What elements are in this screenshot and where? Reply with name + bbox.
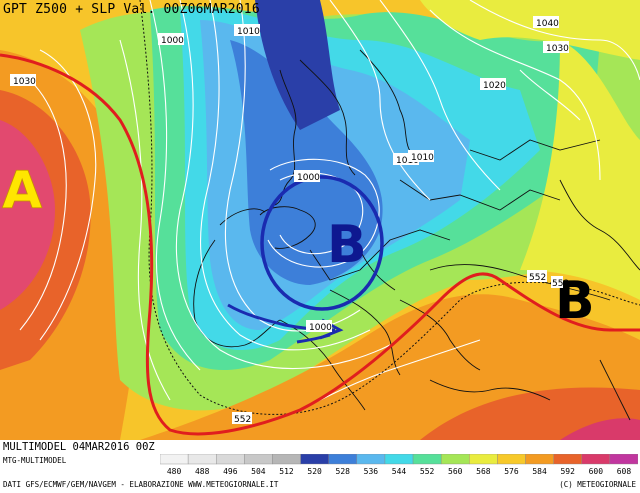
legend-tick-label: 608 <box>617 467 632 476</box>
red-isoline <box>0 53 640 436</box>
isogeopot-552-e: 552 <box>529 273 546 283</box>
legend-tick-label: 504 <box>251 467 266 476</box>
legend-swatch <box>272 454 301 465</box>
high-pressure-label: A <box>2 161 42 221</box>
copyright-label: (C) METEOGIORNALE <box>559 480 636 489</box>
legend-swatch <box>469 454 498 465</box>
legend-tick-label: 576 <box>504 467 519 476</box>
low-pressure-circle <box>260 175 384 311</box>
color-scale-legend: 480 488 496 504 512 520 528 536 544 552 560 568 576 5… <box>160 454 638 476</box>
legend-tick-label: 552 <box>420 467 435 476</box>
field-dark-blue <box>255 0 340 130</box>
legend-tick-label: 512 <box>279 467 294 476</box>
legend-tick-label: 544 <box>392 467 407 476</box>
low-pressure-label-center: B <box>327 215 367 275</box>
legend-swatch <box>216 454 245 465</box>
legend-tick-label: 488 <box>195 467 210 476</box>
isobar-1010-n: 1010 <box>237 27 260 37</box>
isobar-1000-c: 1000 <box>297 173 320 183</box>
footer: MULTIMODEL 04MAR2016 00Z MTG-MULTIMODEL … <box>0 440 640 493</box>
isogeopot-552-s: 552 <box>234 415 251 425</box>
legend-swatch <box>244 454 273 465</box>
legend-swatch <box>356 454 386 465</box>
isobar-1030-ne: 1030 <box>546 44 569 54</box>
isobar-1030-w: 1030 <box>13 77 36 87</box>
legend-tick-label: 560 <box>448 467 463 476</box>
isobar-1040-ne: 1040 <box>536 19 559 29</box>
legend-swatch <box>160 454 189 465</box>
legend-swatch <box>581 454 611 465</box>
legend-swatch <box>412 454 442 465</box>
isogeopot-552-e2: 552 <box>552 279 569 289</box>
map-title: GPT Z500 + SLP Val. 00Z06MAR2016 <box>3 2 260 17</box>
legend-tick-label: 568 <box>476 467 491 476</box>
legend-swatch <box>384 454 414 465</box>
field-blue <box>230 40 383 285</box>
legend-tick-label: 480 <box>167 467 182 476</box>
legend-tick-label: 528 <box>336 467 351 476</box>
legend-tick-label: 496 <box>223 467 238 476</box>
legend-tick-label: 520 <box>307 467 322 476</box>
legend-tick-label: 584 <box>532 467 547 476</box>
legend-swatch <box>440 454 470 465</box>
field-pink-south <box>560 418 640 440</box>
weather-map: A B B 1000 1010 1030 1040 1030 1020 1010… <box>0 0 640 440</box>
isobar-1000-nw: 1000 <box>161 36 184 46</box>
legend-swatch <box>187 454 217 465</box>
field-yellow-east <box>520 40 640 300</box>
legend-tick-label: 592 <box>560 467 575 476</box>
legend-swatch <box>553 454 582 465</box>
field-pink-west <box>0 120 55 310</box>
legend-tick-label: 536 <box>364 467 379 476</box>
isobar-1010-c: 1010 <box>396 156 419 166</box>
model-label: MTG-MULTIMODEL <box>3 456 67 465</box>
isobar-labels: 1000 1010 1030 1040 1030 1020 1010 1010 … <box>10 16 569 425</box>
legend-swatch <box>525 454 554 465</box>
legend-swatch <box>328 454 358 465</box>
isobar-1020-e: 1020 <box>483 81 506 91</box>
legend-swatch <box>609 454 638 465</box>
field-yellow-north <box>420 0 640 60</box>
legend-swatch <box>300 454 329 465</box>
isobar-1000-s: 1000 <box>309 323 332 333</box>
coastlines <box>193 49 640 421</box>
legend-swatch <box>497 454 526 465</box>
legend-tick-label: 600 <box>589 467 604 476</box>
isobar-1010-c2: 1010 <box>411 153 434 163</box>
flow-arrow-secondary <box>296 333 331 344</box>
sources-label: DATI GFS/ECMWF/GEM/NAVGEM - ELABORAZIONE… <box>3 480 279 489</box>
run-label: MULTIMODEL 04MAR2016 00Z <box>3 441 155 453</box>
